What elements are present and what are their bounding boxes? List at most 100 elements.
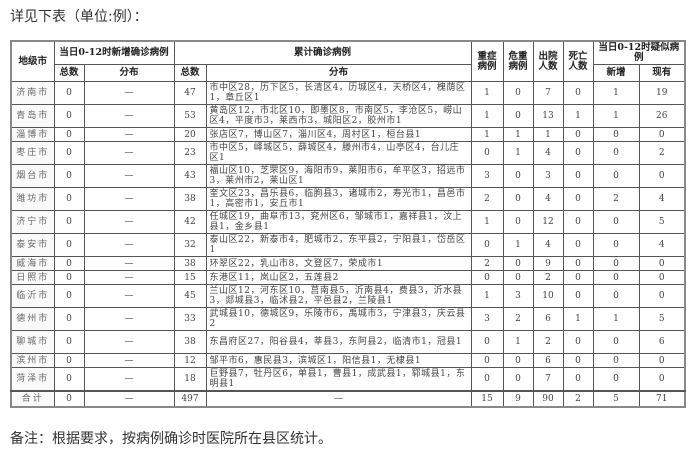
cell-new-dist: — — [83, 187, 175, 211]
cell-new: 0 — [53, 330, 85, 354]
cell-s-new: 0 — [592, 353, 640, 368]
cell-s-new: 0 — [592, 233, 640, 257]
cell-cum-dist: 任城区19，曲阜市13，兖州区6，邹城市1，嘉祥县1，汶上县1，金乡县1 — [205, 210, 472, 234]
cell-critical: 1 — [502, 127, 534, 142]
cell-cum: 38 — [173, 256, 207, 271]
cell-new: 0 — [53, 104, 85, 128]
cell-s-new: 0 — [592, 210, 640, 234]
cell-deaths: 0 — [562, 284, 594, 308]
cell-critical: 0 — [502, 270, 534, 285]
cell-new-dist: — — [83, 104, 175, 128]
cell-cum: 20 — [173, 127, 207, 142]
cell-critical: 0 — [502, 104, 534, 128]
cell-critical: 1 — [502, 330, 534, 354]
cell-deaths: 0 — [562, 367, 594, 392]
cell-severe: 15 — [470, 390, 504, 408]
cell-s-cur: 26 — [638, 104, 686, 128]
cell-s-cur: 0 — [638, 164, 686, 188]
cell-city: 聊城市 — [10, 330, 55, 354]
cell-city: 济南市 — [10, 81, 55, 105]
cell-critical: 1 — [502, 141, 534, 165]
table-row: 威海市 0—38 环翠区22，乳山市8，文登区7，荣成市1 2 0 9 0 0 0 — [10, 256, 686, 271]
cell-cum: 15 — [173, 270, 207, 285]
cell-new: 0 — [53, 307, 85, 331]
cell-new-dist: — — [83, 127, 175, 142]
cell-new: 0 — [53, 390, 85, 408]
cell-new-dist: — — [83, 284, 175, 308]
total-row: 合计 0—497—15 9 90 2 5 71 — [10, 390, 686, 408]
cell-city: 临沂市 — [10, 284, 55, 308]
cell-s-cur: 4 — [638, 233, 686, 257]
cell-city: 枣庄市 — [10, 141, 55, 165]
cell-deaths: 0 — [562, 81, 594, 105]
cell-discharged: 2 — [532, 330, 564, 354]
cell-s-cur: 5 — [638, 307, 686, 331]
cell-severe: 3 — [470, 307, 504, 331]
cell-cum: 18 — [173, 367, 207, 392]
cell-cum-dist: 巨野县7，牡丹区6，单县1，曹县1，成武县1，郓城县1，东明县1 — [205, 367, 472, 392]
header-suspect-group: 当日0-12时疑似病例 — [592, 40, 686, 65]
cell-cum-dist: 泰山区22，新泰市4，肥城市2，东平县2，宁阳县1，岱岳区1 — [205, 233, 472, 257]
cell-cum: 23 — [173, 141, 207, 165]
cell-s-new: 1 — [592, 104, 640, 128]
cell-new-dist: — — [83, 270, 175, 285]
cell-new: 0 — [53, 187, 85, 211]
cell-cum-dist: 环翠区22，乳山市8，文登区7，荣成市1 — [205, 256, 472, 271]
cell-city: 济宁市 — [10, 210, 55, 234]
cell-s-cur: 19 — [638, 81, 686, 105]
cell-new: 0 — [53, 270, 85, 285]
table-body: 济南市 0—47 市中区28，历下区5，长清区4，历城区4，天桥区4，槐荫区1，章丘… — [10, 81, 686, 408]
cell-s-cur: 2 — [638, 141, 686, 165]
cell-deaths: 0 — [562, 127, 594, 142]
cell-severe: 0 — [470, 367, 504, 392]
cell-cum-dist: 市中区28，历下区5，长清区4，历城区4，天桥区4，槐荫区1，章丘区1 — [205, 81, 472, 105]
cell-new-dist: — — [83, 330, 175, 354]
cell-severe: 0 — [470, 141, 504, 165]
cell-cum: 45 — [173, 284, 207, 308]
cell-cum: 32 — [173, 233, 207, 257]
cell-discharged: 2 — [532, 270, 564, 285]
header-cum-total: 总数 — [173, 64, 207, 82]
cell-new: 0 — [53, 81, 85, 105]
cell-severe: 1 — [470, 127, 504, 142]
cell-new-dist: — — [83, 307, 175, 331]
cell-new: 0 — [53, 353, 85, 368]
cell-new: 0 — [53, 164, 85, 188]
cell-deaths: 1 — [562, 104, 594, 128]
cell-severe: 0 — [470, 270, 504, 285]
cell-cum: 47 — [173, 81, 207, 105]
cell-critical: 0 — [502, 210, 534, 234]
cell-critical: 1 — [502, 233, 534, 257]
table-row: 济宁市 0—42 任城区19，曲阜市13，兖州区6，邹城市1，嘉祥县1，汶上县1，金… — [10, 210, 686, 234]
table-row: 聊城市 0—38 东昌府区27，阳谷县4，莘县3，东阿县2，临清市1，冠县1 0 1 2 0… — [10, 330, 686, 354]
cell-deaths: 0 — [562, 270, 594, 285]
cell-critical: 0 — [502, 81, 534, 105]
table-row: 日照市 0—15 东港区11，岚山区2，五莲县2 0 0 2 0 0 0 — [10, 270, 686, 285]
cell-deaths: 0 — [562, 210, 594, 234]
cell-city: 菏泽市 — [10, 367, 55, 392]
table-row: 滨州市 0—12 邹平市6，惠民县3，滨城区1，阳信县1，无棣县1 0 0 6 0 0 0 — [10, 353, 686, 368]
cell-discharged: 12 — [532, 210, 564, 234]
header-city: 地级市 — [10, 40, 55, 82]
cell-discharged: 4 — [532, 141, 564, 165]
cell-discharged: 13 — [532, 104, 564, 128]
table-row: 德州市 0—33 武城县10，德城区9，乐陵市6，禹城市3，宁津县3，庆云县2 3 2 6… — [10, 307, 686, 331]
cell-new-dist: — — [83, 367, 175, 392]
cell-severe: 1 — [470, 284, 504, 308]
cell-s-cur: 0 — [638, 367, 686, 392]
cell-cum-dist: 奎文区23，昌乐县6，临朐县3，诸城市2，寿光市1，昌邑市1，高密市1，安丘市1 — [205, 187, 472, 211]
cell-cum-dist: 市中区5，峄城区5，薛城区4，滕州市4，山亭区4，台儿庄区1 — [205, 141, 472, 165]
cell-severe: 3 — [470, 164, 504, 188]
cell-cum: 12 — [173, 353, 207, 368]
cell-s-cur: 0 — [638, 270, 686, 285]
cell-s-new: 0 — [592, 284, 640, 308]
cell-city: 威海市 — [10, 256, 55, 271]
table-row: 济南市 0—47 市中区28，历下区5，长清区4，历城区4，天桥区4，槐荫区1，章丘… — [10, 81, 686, 105]
header-suspect-new: 新增 — [592, 64, 640, 82]
cell-severe: 0 — [470, 353, 504, 368]
cell-discharged: 4 — [532, 187, 564, 211]
header-discharged: 出院人数 — [532, 40, 564, 82]
table-row: 泰安市 0—32 泰山区22，新泰市4，肥城市2，东平县2，宁阳县1，岱岳区1 0 1 4… — [10, 233, 686, 257]
cell-s-cur: 71 — [638, 390, 686, 408]
cell-discharged: 9 — [532, 256, 564, 271]
